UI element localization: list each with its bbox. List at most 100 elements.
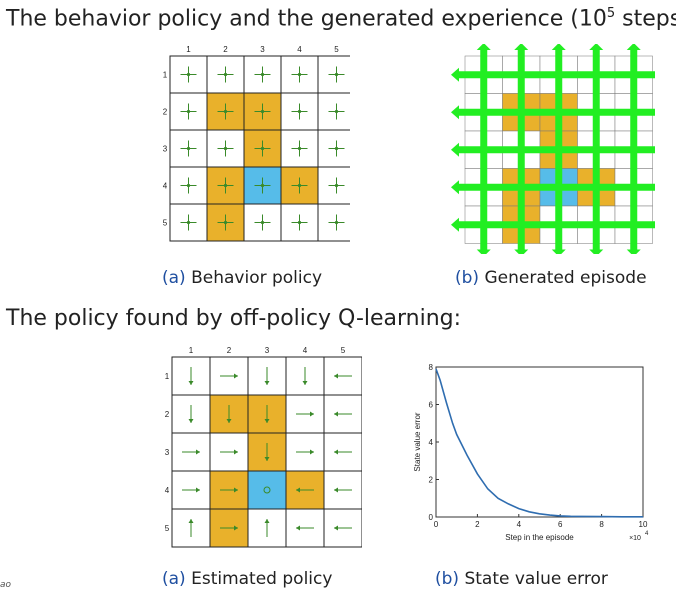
policy-arrowhead [226, 419, 232, 423]
policy-arrowhead [310, 449, 314, 455]
caption-label: (b) [455, 268, 480, 288]
policy-arrowhead [188, 419, 194, 423]
stay-dot [186, 72, 191, 77]
episode-arrowhead [589, 249, 604, 254]
col-label: 1 [186, 45, 191, 54]
y-tick-label: 0 [429, 513, 434, 522]
y-tick-label: 6 [429, 401, 434, 410]
episode-arrowhead [476, 249, 491, 254]
x-tick-label: 6 [558, 520, 563, 529]
caption-behavior-policy: (a) Behavior policy [162, 268, 322, 288]
x-tick-label: 10 [639, 520, 648, 529]
stay-dot [223, 220, 228, 225]
y-axis-label: State value error [413, 412, 422, 471]
stay-dot [334, 183, 339, 188]
x-multiplier-exponent: 4 [645, 531, 649, 537]
grid-cell [280, 203, 319, 242]
episode-arrowhead [514, 249, 529, 254]
x-multiplier-label: ×10 [629, 535, 641, 542]
stay-dot [223, 109, 228, 114]
caption-text: Estimated policy [185, 569, 333, 589]
caption-state-value-error: (b) State value error [435, 569, 608, 589]
policy-arrowhead [296, 525, 300, 531]
x-tick-label: 2 [475, 520, 480, 529]
x-tick-label: 0 [434, 520, 439, 529]
episode-arrowhead [451, 67, 459, 82]
episode-arrowhead [451, 142, 459, 157]
caption-text: Behavior policy [185, 268, 323, 288]
row-label: 3 [163, 145, 168, 154]
row-label: 5 [165, 524, 170, 533]
policy-arrowhead [334, 373, 338, 379]
y-tick-label: 8 [429, 363, 434, 372]
col-label: 2 [227, 346, 232, 355]
target-cell [247, 470, 287, 510]
policy-arrowhead [264, 519, 270, 523]
stay-dot [223, 183, 228, 188]
row-label: 1 [163, 71, 168, 80]
col-label: 4 [297, 45, 302, 54]
plot-area [435, 366, 644, 518]
caption-label: (a) [162, 569, 186, 589]
source-text: ao [0, 580, 12, 590]
policy-arrowhead [234, 373, 238, 379]
caption-label: (b) [435, 569, 460, 589]
top-heading-exponent: 5 [606, 6, 616, 21]
policy-arrowhead [264, 381, 270, 385]
row-label: 2 [165, 410, 170, 419]
caption-generated-episode: (b) Generated episode [455, 268, 647, 288]
row-label: 1 [165, 372, 170, 381]
y-tick-label: 4 [429, 438, 434, 447]
policy-arrowhead [264, 457, 270, 461]
episode-arrowhead [514, 44, 529, 50]
stay-dot [186, 146, 191, 151]
policy-arrowhead [188, 519, 194, 523]
policy-arrowhead [334, 449, 338, 455]
policy-arrowhead [334, 411, 338, 417]
col-label: 1 [189, 346, 194, 355]
policy-arrowhead [196, 487, 200, 493]
caption-text: Generated episode [479, 268, 647, 288]
top-heading: The behavior policy and the generated ex… [6, 6, 676, 31]
bottom-heading: The policy found by off-policy Q-learnin… [6, 306, 462, 331]
stay-dot [186, 220, 191, 225]
col-label: 4 [303, 346, 308, 355]
caption-text: State value error [459, 569, 608, 589]
episode-arrowhead [476, 44, 491, 50]
stay-dot [297, 109, 302, 114]
policy-arrowhead [296, 487, 300, 493]
stay-dot [260, 109, 265, 114]
state-value-error-chart: 0 2 4 6 8 10 0 2 4 6 8 Step in the episode State val… [408, 355, 660, 555]
stay-dot [260, 146, 265, 151]
episode-arrowhead [451, 217, 459, 232]
x-tick-label: 8 [599, 520, 604, 529]
stay-dot [334, 109, 339, 114]
episode-arrowhead [551, 44, 566, 50]
y-tick-label: 2 [429, 476, 434, 485]
row-label: 4 [163, 182, 168, 191]
x-axis-label: Step in the episode [505, 533, 574, 542]
stay-dot [297, 146, 302, 151]
caption-label: (a) [162, 268, 186, 288]
episode-arrowhead [451, 105, 459, 120]
grid-cell [285, 356, 325, 396]
stay-dot [297, 220, 302, 225]
series-line [435, 368, 643, 518]
stay-dot [334, 72, 339, 77]
policy-arrowhead [264, 419, 270, 423]
stay-dot [297, 72, 302, 77]
episode-arrowhead [589, 44, 604, 50]
col-label: 3 [260, 45, 265, 54]
episode-arrowhead [551, 249, 566, 254]
col-label: 3 [265, 346, 270, 355]
stay-dot [186, 183, 191, 188]
stay-dot [260, 220, 265, 225]
x-tick-label: 4 [517, 520, 522, 529]
forbidden-cell [209, 508, 249, 548]
col-label: 5 [341, 346, 346, 355]
stay-circle [263, 486, 271, 494]
policy-arrowhead [234, 487, 238, 493]
col-label: 2 [223, 45, 228, 54]
policy-arrowhead [196, 449, 200, 455]
